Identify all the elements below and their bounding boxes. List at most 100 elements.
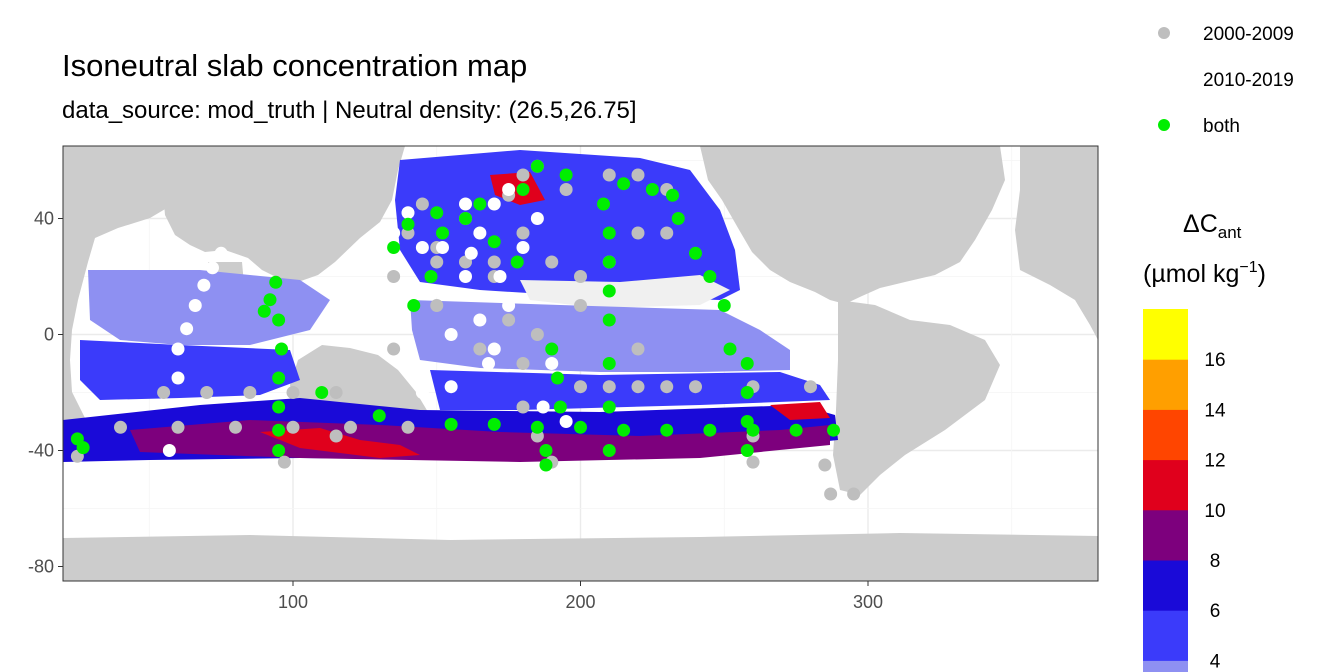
colorbar-bin <box>1143 459 1188 511</box>
point-2010-2019 <box>444 328 458 341</box>
colorbar-title: ΔCant <box>1183 210 1242 242</box>
colorbar-bin <box>1143 560 1188 611</box>
colorbar-unit-right: ) <box>1258 260 1266 288</box>
legend-label-both: both <box>1203 116 1240 137</box>
point-both <box>553 400 567 414</box>
colorbar-title-subscript: ant <box>1218 223 1242 242</box>
point-both <box>539 458 553 472</box>
point-2000-2009 <box>660 380 674 394</box>
y-tick-label: 0 <box>44 325 54 345</box>
point-2010-2019 <box>401 206 415 220</box>
point-both <box>272 400 286 414</box>
point-2000-2009 <box>415 197 429 211</box>
point-2000-2009 <box>631 342 645 356</box>
point-2000-2009 <box>516 226 530 240</box>
point-2010-2019 <box>464 246 478 260</box>
y-tick-label: -40 <box>28 441 54 461</box>
point-2000-2009 <box>243 386 257 399</box>
point-both <box>666 188 679 202</box>
point-both <box>559 168 573 182</box>
land-north-america <box>700 146 1005 304</box>
x-tick-label: 100 <box>278 592 308 612</box>
point-both <box>430 206 444 220</box>
point-both <box>272 313 286 327</box>
point-2000-2009 <box>516 400 530 414</box>
land-africa <box>63 146 175 428</box>
y-axis: -80 -40 0 40 <box>28 209 63 577</box>
point-both <box>487 235 501 249</box>
point-2010-2019 <box>206 261 219 275</box>
point-both <box>602 444 616 457</box>
point-2000-2009 <box>602 168 616 182</box>
colorbar-bins <box>1143 309 1188 672</box>
point-both <box>424 270 438 283</box>
legend-key-2000-2009 <box>1158 27 1170 39</box>
chart-subtitle: data_source: mod_truth | Neutral density… <box>62 97 637 124</box>
legend-label-2000-2009: 2000-2009 <box>1203 24 1294 45</box>
x-tick-label: 300 <box>853 592 883 612</box>
series-2000-2009-points <box>70 159 861 501</box>
point-both <box>574 420 587 434</box>
point-2010-2019 <box>415 241 429 254</box>
point-both <box>76 441 90 455</box>
point-both <box>459 212 472 225</box>
colorbar-tick-label: 8 <box>1210 551 1221 572</box>
point-2000-2009 <box>746 455 760 469</box>
point-both <box>602 400 616 414</box>
point-both <box>789 423 803 437</box>
point-both <box>473 197 487 211</box>
point-2010-2019 <box>444 380 458 394</box>
point-2010-2019 <box>559 415 573 428</box>
field-band-indian-mid <box>80 340 300 400</box>
point-2000-2009 <box>545 255 559 269</box>
colorbar-tick-label: 10 <box>1204 501 1225 522</box>
point-2010-2019 <box>516 241 530 254</box>
point-both <box>827 423 840 437</box>
point-2010-2019 <box>536 400 550 414</box>
point-both <box>717 299 731 312</box>
point-both <box>617 177 631 191</box>
point-2000-2009 <box>387 270 401 283</box>
series-both-points <box>70 159 840 472</box>
point-both <box>372 409 386 423</box>
point-both <box>597 197 610 211</box>
point-2010-2019 <box>473 313 487 327</box>
point-2010-2019 <box>197 278 211 292</box>
point-both <box>645 183 659 196</box>
point-2010-2019 <box>487 342 501 356</box>
colorbar-ticks: 4 6 8 10 12 14 16 <box>1204 350 1226 672</box>
field-band-pacific-subtropic <box>520 275 730 308</box>
point-both <box>275 342 288 356</box>
point-2010-2019 <box>436 241 449 254</box>
point-2000-2009 <box>631 226 645 240</box>
point-2010-2019 <box>473 226 487 240</box>
point-2000-2009 <box>559 183 573 196</box>
colorbar-tick-label: 16 <box>1204 350 1225 371</box>
point-2010-2019 <box>482 357 495 370</box>
point-2000-2009 <box>530 328 544 341</box>
point-2000-2009 <box>286 386 300 399</box>
colorbar-tick-label: 6 <box>1210 601 1221 622</box>
point-2000-2009 <box>344 420 357 434</box>
point-both <box>530 420 544 434</box>
land-europe-east <box>1015 146 1098 340</box>
point-2000-2009 <box>502 313 516 327</box>
point-2000-2009 <box>286 420 300 434</box>
point-2010-2019 <box>502 299 516 312</box>
point-2010-2019 <box>459 270 472 283</box>
field-band-southern-red-east <box>770 402 830 420</box>
point-both <box>602 284 616 298</box>
point-2010-2019 <box>171 371 185 385</box>
point-2000-2009 <box>516 168 530 182</box>
point-both <box>516 183 530 196</box>
colorbar-bin <box>1143 359 1188 410</box>
point-both <box>444 417 458 431</box>
point-both <box>602 226 616 240</box>
point-2000-2009 <box>574 380 587 394</box>
point-both <box>689 246 702 260</box>
point-both <box>510 255 524 269</box>
point-2000-2009 <box>824 487 838 501</box>
point-2000-2009 <box>401 420 415 434</box>
point-2000-2009 <box>689 380 702 394</box>
colorbar-tick-label: 12 <box>1204 451 1225 472</box>
